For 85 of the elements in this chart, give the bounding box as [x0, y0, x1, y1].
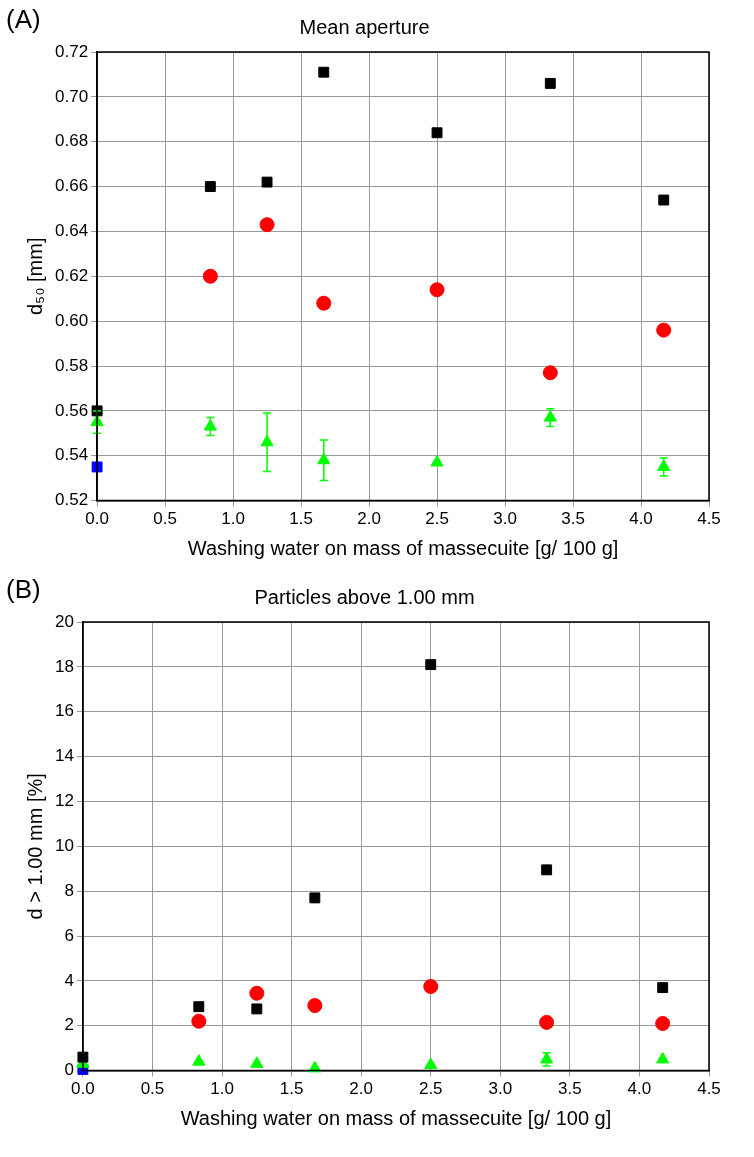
y-tick-label: 0.66 — [54, 176, 89, 196]
point — [193, 1001, 205, 1013]
x-tick-label: 3.0 — [493, 509, 517, 529]
x-tick-label: 0.0 — [85, 509, 109, 529]
text: (A) — [6, 4, 41, 35]
y-tick-label: 0.62 — [54, 265, 89, 285]
y-tick-label: 20 — [54, 611, 74, 631]
text: (B) — [6, 574, 41, 605]
point — [203, 419, 217, 431]
point — [261, 176, 273, 188]
point — [656, 1051, 670, 1064]
x-tick-label: 4.0 — [627, 1079, 652, 1099]
point — [657, 459, 671, 471]
x-tick-label: 4.5 — [697, 509, 721, 529]
x-tick-label: 2.5 — [418, 1079, 443, 1099]
point — [309, 892, 321, 904]
point — [658, 194, 670, 206]
x-tick-label: 1.5 — [289, 509, 313, 529]
point — [424, 1057, 438, 1069]
point — [316, 295, 332, 311]
point — [202, 268, 218, 284]
point — [541, 864, 553, 876]
y-tick-label: 0.52 — [54, 490, 89, 510]
point — [542, 365, 558, 381]
point — [430, 454, 444, 467]
point — [192, 1054, 206, 1066]
x-tick-label: 3.0 — [488, 1079, 513, 1099]
y-axis-title: d₅₀ [mm] — [23, 237, 46, 316]
point — [425, 659, 437, 671]
x-tick-label: 0.5 — [153, 509, 177, 529]
point — [423, 978, 439, 994]
x-tick-label: 4.0 — [629, 509, 653, 529]
point — [318, 66, 330, 78]
point — [250, 1056, 264, 1068]
x-axis-title: Washing water on mass of massecuite [g/ 100 g] — [180, 1106, 612, 1129]
y-tick-label: 14 — [54, 746, 74, 766]
y-tick-label: 0 — [64, 1060, 74, 1080]
x-tick-label: 0.0 — [71, 1079, 95, 1099]
y-axis-title: d > 1.00 mm [%] — [23, 773, 46, 920]
y-tick-label: 4 — [64, 970, 74, 990]
x-tick-label: 2.0 — [349, 1079, 373, 1099]
y-tick-label: 0.60 — [54, 310, 89, 330]
point — [543, 410, 557, 422]
point — [307, 998, 323, 1014]
x-tick-label: 1.5 — [279, 1079, 304, 1099]
point — [91, 461, 103, 473]
x-tick-label: 1.0 — [221, 509, 245, 529]
point — [429, 282, 445, 298]
y-tick-label: 0.54 — [54, 445, 89, 465]
y-tick-label: 0.64 — [54, 221, 89, 241]
point — [655, 1016, 671, 1031]
y-tick-label: 2 — [64, 1015, 74, 1035]
x-tick-label: 2.5 — [425, 509, 449, 529]
y-tick-label: 0.72 — [54, 41, 89, 61]
x-tick-label: 2.0 — [357, 509, 381, 529]
point — [657, 982, 669, 994]
chart-title: Mean aperture — [299, 15, 430, 38]
y-tick-label: 0.58 — [54, 355, 89, 375]
point — [204, 181, 216, 193]
y-tick-label: 8 — [64, 880, 74, 900]
y-tick-label: 18 — [54, 656, 74, 676]
x-tick-label: 3.5 — [561, 509, 585, 529]
point — [251, 1003, 263, 1015]
x-tick-label: 4.5 — [697, 1079, 721, 1099]
point — [431, 127, 443, 139]
point — [656, 322, 672, 338]
y-tick-label: 12 — [54, 791, 74, 811]
chart-title: Particles above 1.00 mm — [254, 585, 475, 608]
point — [259, 217, 275, 233]
point — [77, 1051, 89, 1063]
point — [191, 1013, 207, 1029]
x-tick-label: 3.5 — [558, 1079, 582, 1099]
y-tick-label: 10 — [54, 835, 74, 855]
y-tick-label: 16 — [54, 701, 74, 721]
point — [249, 985, 265, 1001]
y-tick-label: 6 — [64, 925, 74, 945]
y-tick-label: 0.68 — [54, 131, 89, 151]
x-axis-title: Washing water on mass of massecuite [g/ 100 g] — [187, 536, 619, 559]
point — [544, 77, 556, 89]
x-tick-label: 1.0 — [210, 1079, 234, 1099]
y-tick-label: 0.56 — [54, 400, 89, 420]
y-tick-label: 0.70 — [54, 86, 89, 106]
point — [539, 1014, 555, 1030]
point — [308, 1060, 322, 1073]
x-tick-label: 0.5 — [140, 1079, 165, 1099]
